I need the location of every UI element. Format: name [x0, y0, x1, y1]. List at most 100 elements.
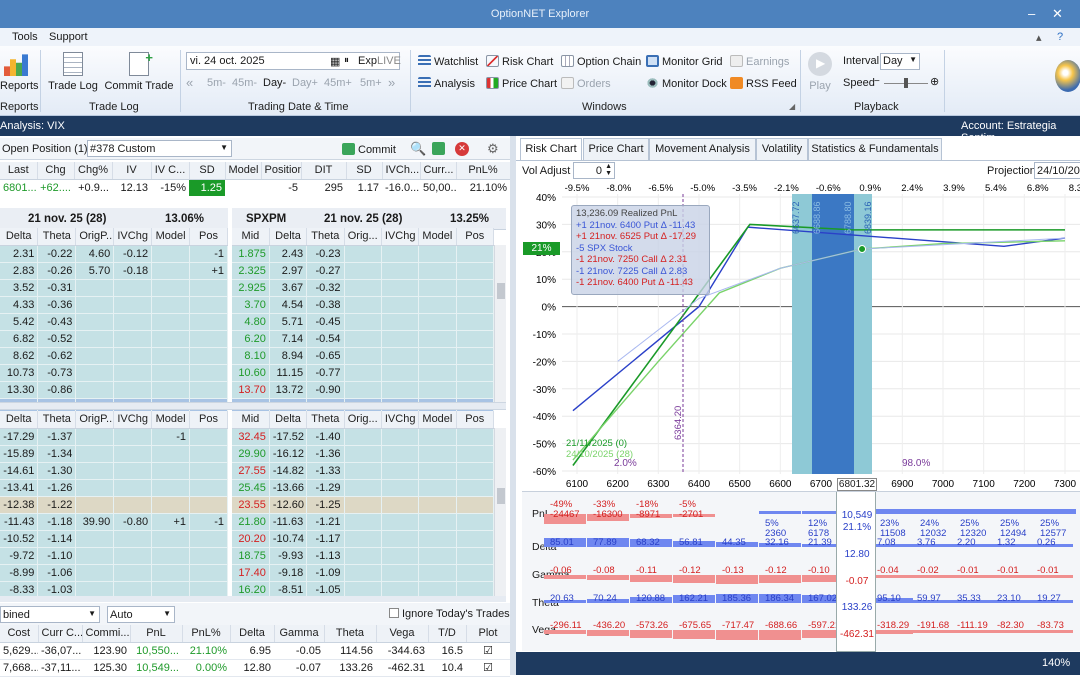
trades-header[interactable]: T/D [428, 625, 467, 643]
vertical-splitter[interactable] [510, 136, 516, 675]
chevron-up-icon[interactable]: ▴ [1036, 32, 1042, 44]
pause-icon[interactable]: ⏸ [344, 55, 349, 66]
trade-log-button[interactable]: Trade Log [48, 52, 98, 92]
chain-header[interactable]: Mid [232, 411, 270, 429]
chain-header[interactable]: Model [151, 228, 191, 246]
trades-header[interactable]: Commi... [82, 625, 131, 643]
commit-trade-button[interactable]: + Commit Trade [104, 50, 174, 92]
grid-icon[interactable] [432, 142, 445, 155]
commit-button[interactable]: Commit [342, 143, 396, 156]
chain-row[interactable]: 29.90 -16.12 -1.36 [232, 445, 495, 463]
watchlist-button[interactable]: Watchlist [418, 55, 478, 68]
trades-header[interactable]: Cost [0, 625, 39, 643]
chain-header[interactable]: IVChg [113, 228, 153, 246]
tab-risk-chart[interactable]: Risk Chart [520, 138, 582, 161]
chain-header[interactable]: Model [418, 411, 457, 429]
plot-checkbox[interactable]: ☑ [466, 659, 510, 677]
trades-header[interactable]: Delta [230, 625, 275, 643]
plus-icon[interactable]: ⊕ [930, 76, 940, 88]
price-chart-button[interactable]: Price Chart [486, 77, 557, 90]
position-header[interactable]: DIT [301, 162, 347, 180]
chain-row[interactable]: 21.80 -11.63 -1.21 [232, 513, 495, 531]
chain-row[interactable]: 25.45 -13.66 -1.29 [232, 479, 495, 497]
trades-header[interactable]: Curr C... [38, 625, 83, 643]
trades-header[interactable]: Gamma [274, 625, 325, 643]
chain-row[interactable]: 13.30 -0.86 [0, 381, 228, 399]
risk-chart-button[interactable]: Risk Chart [486, 55, 553, 68]
step-5m-back[interactable]: 5m- [207, 77, 226, 89]
chain-row[interactable]: 5.42 -0.43 [0, 313, 228, 331]
live-label[interactable]: LIVE [377, 55, 401, 67]
chain-row[interactable]: 6.20 7.14 -0.54 [232, 330, 495, 348]
position-header[interactable]: Position [261, 162, 302, 180]
trades-header[interactable]: Vega [376, 625, 429, 643]
position-header[interactable]: IVCh... [382, 162, 421, 180]
menu-tools[interactable]: Tools [12, 31, 38, 43]
chain-row[interactable]: 6.82 -0.52 [0, 330, 228, 348]
position-header[interactable]: Last [0, 162, 38, 180]
chain-header[interactable]: Delta [269, 228, 308, 246]
position-header[interactable]: Model [225, 162, 262, 180]
step-back-icon[interactable]: « [186, 75, 194, 90]
chain-header[interactable]: Pos [456, 411, 495, 429]
chain-row[interactable]: 13.70 13.72 -0.90 [232, 381, 495, 399]
step-forward-icon[interactable]: » [388, 75, 396, 90]
step-45m-back[interactable]: 45m- [232, 77, 258, 89]
vol-adjust-input[interactable]: 0 ▲ ▼ [573, 162, 615, 179]
chain-header[interactable]: Delta [269, 411, 308, 429]
chain-row[interactable]: -14.61 -1.30 [0, 462, 228, 480]
chain-row[interactable]: 17.40 -9.18 -1.09 [232, 564, 495, 582]
position-header[interactable]: PnL% [456, 162, 511, 180]
chain-row[interactable]: 27.55 -14.82 -1.33 [232, 462, 495, 480]
projection-input[interactable]: 24/10/202 [1034, 162, 1080, 179]
trade-row[interactable]: 7,668... -37,11... 125.30 10,549... 0.00% 12.… [0, 659, 510, 677]
chain-header[interactable]: Theta [37, 411, 77, 429]
chain-header[interactable]: OrigP... [75, 411, 115, 429]
position-header[interactable]: IV C... [151, 162, 190, 180]
chain-row[interactable]: 18.75 -9.93 -1.13 [232, 547, 495, 565]
plot-checkbox[interactable]: ☑ [466, 642, 510, 660]
chain-header[interactable]: Theta [37, 228, 77, 246]
chain-row[interactable]: 4.80 5.71 -0.45 [232, 313, 495, 331]
chain-row[interactable]: 2.925 3.67 -0.32 [232, 279, 495, 297]
chain-header[interactable]: Orig... [344, 228, 382, 246]
chain-row[interactable]: -17.29 -1.37 -1 [0, 428, 228, 446]
chain-header[interactable]: Theta [306, 228, 345, 246]
tab-statistics[interactable]: Statistics & Fundamentals [808, 138, 942, 160]
chain-header[interactable]: OrigP... [75, 228, 115, 246]
chain-row[interactable]: -8.33 -1.03 [0, 581, 228, 599]
dialog-launcher-icon[interactable]: ◢ [789, 102, 796, 111]
position-header[interactable]: Chg [37, 162, 75, 180]
trades-auto-select[interactable]: Auto ▼ [107, 606, 175, 623]
chain-row[interactable]: -11.43 -1.18 39.90 -0.80 +1 -1 [0, 513, 228, 531]
position-header[interactable]: Chg% [74, 162, 113, 180]
chain-row[interactable]: 1.875 2.43 -0.23 [232, 245, 495, 263]
interval-select[interactable]: Day ▼ [880, 53, 920, 70]
trades-header[interactable]: Plot [466, 625, 511, 643]
trades-group-select[interactable]: bined ▼ [0, 606, 100, 623]
chain-puts-scrollbar[interactable] [494, 245, 506, 402]
analysis-button[interactable]: Analysis [418, 77, 475, 90]
trade-row[interactable]: 5,629... -36,07... 123.90 10,550... 21.10% 6.… [0, 642, 510, 660]
position-select[interactable]: #378 Custom ▼ [87, 140, 232, 157]
chain-header[interactable]: Pos [456, 228, 495, 246]
menu-support[interactable]: Support [49, 31, 88, 43]
rss-feed-button[interactable]: RSS Feed [730, 77, 797, 90]
chain-header[interactable]: Theta [306, 411, 345, 429]
position-header[interactable]: Curr... [420, 162, 457, 180]
chain-row[interactable]: 2.83 -0.26 5.70 -0.18 +1 [0, 262, 228, 280]
chain-row[interactable]: -9.72 -1.10 [0, 547, 228, 565]
chain-row[interactable]: -13.41 -1.26 [0, 479, 228, 497]
chain-row[interactable]: 16.20 -8.51 -1.05 [232, 581, 495, 599]
exp-label[interactable]: Exp [358, 55, 377, 67]
chain-row[interactable]: 8.10 8.94 -0.65 [232, 347, 495, 365]
chain-header[interactable]: IVChg [381, 228, 420, 246]
chain-row[interactable]: 3.70 4.54 -0.38 [232, 296, 495, 314]
position-header[interactable]: IV [112, 162, 152, 180]
splitter[interactable] [0, 596, 506, 602]
step-45m-forward[interactable]: 45m+ [324, 77, 352, 89]
minus-icon[interactable]: − [874, 76, 880, 87]
tab-movement-analysis[interactable]: Movement Analysis [649, 138, 756, 160]
ignore-trades-checkbox[interactable] [389, 608, 399, 618]
trades-header[interactable]: PnL [130, 625, 183, 643]
